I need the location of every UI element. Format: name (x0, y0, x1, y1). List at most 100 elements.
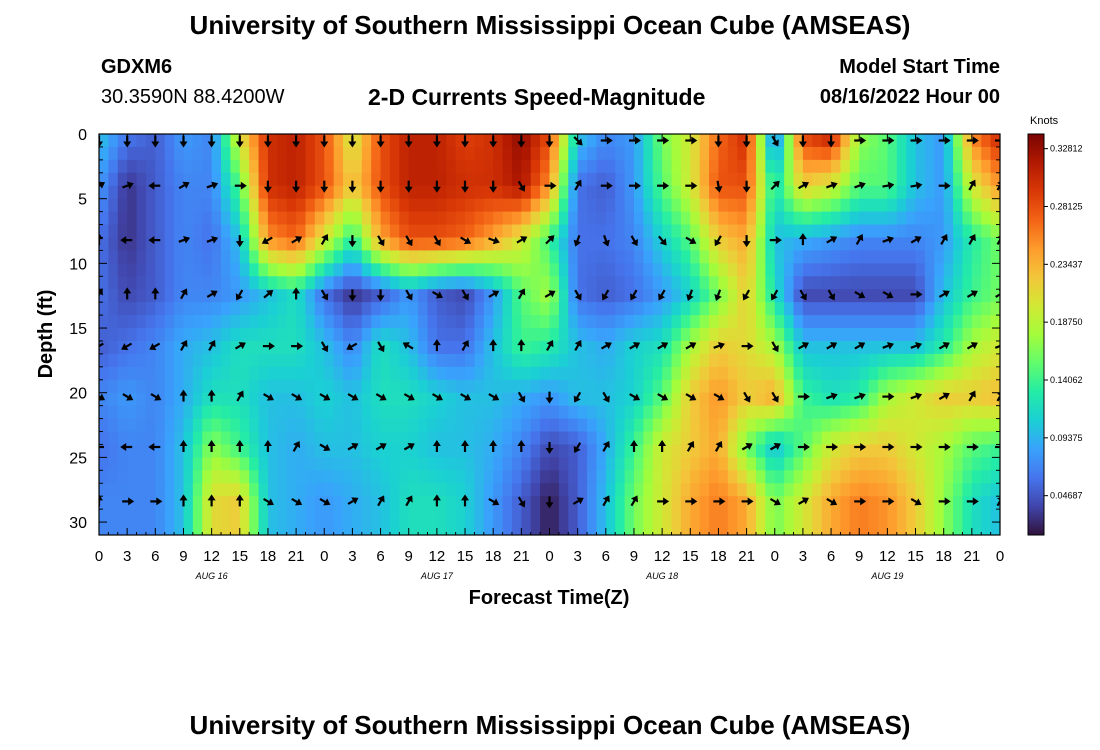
heatmap-cell (99, 483, 109, 497)
heatmap-cell (530, 237, 541, 252)
heatmap-cell (558, 185, 569, 200)
heatmap-cell (587, 483, 598, 497)
heatmap-cell (361, 185, 372, 200)
heatmap-cell (465, 134, 476, 148)
heatmap-cell (427, 185, 438, 200)
heatmap-cell (605, 250, 616, 264)
current-vector (461, 340, 469, 351)
heatmap-cell (483, 470, 494, 484)
heatmap-cell (436, 340, 447, 355)
heatmap-cell (877, 379, 888, 394)
heatmap-cell (680, 172, 691, 187)
heatmap-cell (474, 405, 485, 420)
heatmap-cell (230, 289, 241, 303)
heatmap-cell (202, 250, 213, 264)
heatmap-cell (305, 522, 316, 535)
heatmap-cell (662, 211, 673, 226)
heatmap-cell (427, 379, 438, 394)
heatmap-cell (127, 470, 138, 484)
heatmap-cell (821, 444, 832, 458)
heatmap-cell (333, 353, 344, 368)
heatmap-cell (971, 444, 982, 458)
heatmap-cell (633, 340, 644, 355)
heatmap-cell (361, 276, 372, 290)
x-tick-label: 3 (348, 548, 356, 565)
heatmap-cell (849, 289, 860, 303)
heatmap-cell (784, 263, 795, 277)
heatmap-cell (258, 431, 269, 446)
heatmap-cell (511, 366, 522, 381)
heatmap-cell (577, 444, 588, 458)
heatmap-cell (493, 366, 504, 381)
heatmap-cell (624, 509, 635, 523)
current-vector (769, 236, 782, 245)
heatmap-cell (361, 353, 372, 368)
current-vector (319, 443, 331, 451)
heatmap-cell (108, 366, 119, 381)
heatmap-cell (324, 276, 335, 290)
heatmap-cell (549, 198, 560, 213)
heatmap-cell (868, 483, 879, 497)
heatmap-cell (418, 134, 429, 148)
heatmap-cell (277, 237, 288, 252)
heatmap-cell (568, 134, 579, 148)
heatmap-cell (549, 457, 560, 471)
heatmap-cell (962, 302, 973, 316)
heatmap-cell (230, 522, 241, 535)
heatmap-cell (164, 340, 175, 355)
heatmap-cell (202, 457, 213, 471)
heatmap-cell (333, 522, 344, 535)
heatmap-cell (183, 172, 194, 187)
heatmap-cell (155, 315, 166, 329)
heatmap-cell (737, 263, 748, 277)
heatmap-cell (662, 483, 673, 497)
heatmap-cell (314, 340, 325, 355)
heatmap-cell (174, 263, 185, 277)
heatmap-cell (540, 470, 551, 484)
heatmap-cell (258, 237, 269, 252)
heatmap-cell (737, 418, 748, 433)
heatmap-cell (624, 289, 635, 303)
heatmap-cell (267, 315, 278, 329)
heatmap-cell (249, 483, 260, 497)
heatmap-cell (802, 457, 813, 471)
heatmap-cell (615, 483, 626, 497)
heatmap-cell (117, 470, 128, 484)
heatmap-cell (784, 405, 795, 420)
heatmap-cell (737, 302, 748, 316)
heatmap-cell (530, 444, 541, 458)
heatmap-cell (699, 172, 710, 187)
x-tick-label: 3 (123, 548, 131, 565)
heatmap-cell (192, 185, 203, 200)
heatmap-cell (324, 340, 335, 355)
heatmap-cell (277, 146, 288, 161)
heatmap-cell (812, 353, 823, 368)
heatmap-cell (267, 198, 278, 213)
heatmap-cell (831, 263, 842, 277)
heatmap-cell (812, 146, 823, 161)
heatmap-cell (361, 250, 372, 264)
current-vector (629, 181, 641, 190)
heatmap-cell (868, 431, 879, 446)
heatmap-cell (192, 509, 203, 523)
heatmap-cell (596, 379, 607, 394)
heatmap-cell (596, 392, 607, 407)
heatmap-cell (859, 250, 870, 264)
heatmap-cell (371, 211, 382, 226)
heatmap-cell (896, 172, 907, 187)
heatmap-cell (145, 418, 156, 433)
heatmap-cell (455, 340, 466, 355)
heatmap-cell (746, 172, 757, 187)
heatmap-cell (840, 340, 851, 355)
heatmap-cell (314, 457, 325, 471)
heatmap-cell (389, 509, 400, 523)
heatmap-cell (709, 496, 720, 510)
heatmap-cell (230, 444, 241, 458)
heatmap-cell (305, 366, 316, 381)
heatmap-cell (483, 198, 494, 213)
current-vector (657, 497, 670, 506)
heatmap-cell (296, 470, 307, 484)
heatmap-cell (483, 276, 494, 290)
current-vector (685, 393, 697, 401)
heatmap-cell (99, 211, 109, 226)
